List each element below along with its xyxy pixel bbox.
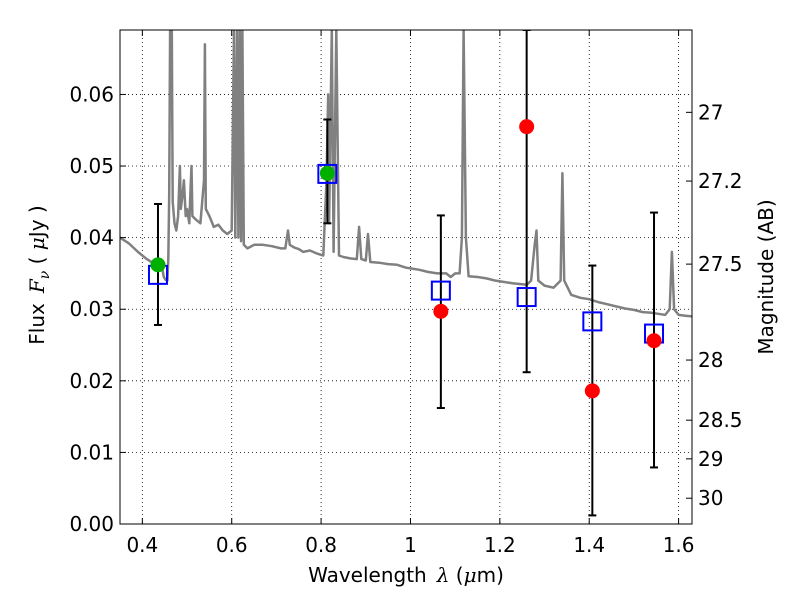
y-axis-ticks: 0.00 0.01 0.02 0.03 0.04 0.05 0.06 — [69, 82, 126, 536]
x-axis-label-unit-open: ( — [449, 563, 463, 587]
y-tick-label: 0.02 — [69, 369, 114, 393]
measured-flux-point — [584, 383, 600, 399]
model-flux-square — [516, 287, 537, 308]
x-axis-label-symbol: λ — [436, 563, 450, 587]
plot-frame — [119, 29, 693, 525]
y2-axis-label: Magnitude (AB) — [754, 199, 778, 354]
y-axis-label-unit-rest: Jy ) — [25, 205, 49, 239]
y-axis-label: Flux Fν ( μJy ) — [25, 205, 53, 344]
x-axis-label-unit-mu: μ — [464, 563, 477, 587]
y-axis-label-prefix: Flux — [25, 303, 49, 345]
y2-tick-label: 29 — [698, 447, 723, 471]
measured-flux-point — [433, 303, 449, 319]
x-axis-label-unit-rest: m) — [477, 563, 504, 587]
y2-tick-label: 27.2 — [698, 169, 743, 193]
y2-tick-label: 28.5 — [698, 408, 743, 432]
x-tick-label: 1.4 — [573, 533, 605, 557]
y2-tick-label: 27 — [698, 100, 723, 124]
measured-flux-point — [150, 257, 166, 273]
y2-tick-label: 27.5 — [698, 252, 743, 276]
x-tick-label: 0.6 — [216, 533, 248, 557]
y2-tick-label: 30 — [698, 486, 723, 510]
y2-axis-ticks: 27 27.2 27.5 28 28.5 29 30 — [686, 100, 743, 510]
markers-layer — [147, 119, 665, 399]
y-axis-label-symbol: F — [25, 278, 49, 294]
y-tick-label: 0.05 — [69, 154, 114, 178]
y-tick-label: 0.04 — [69, 226, 114, 250]
y-axis-label-subscript: ν — [37, 270, 53, 279]
x-axis-label-prefix: Wavelength — [308, 563, 427, 587]
x-tick-label: 0.4 — [126, 533, 158, 557]
y2-tick-label: 28 — [698, 348, 723, 372]
model-spectrum-line — [120, 30, 692, 318]
error-bars-layer — [153, 30, 659, 517]
x-tick-label: 0.8 — [305, 533, 337, 557]
x-tick-label: 1.2 — [484, 533, 516, 557]
measured-flux-point — [319, 165, 335, 181]
model-flux-square — [430, 280, 451, 301]
y-axis-label-unit-open: ( — [25, 250, 49, 271]
y-tick-label: 0.06 — [69, 82, 114, 106]
x-axis-ticks: 0.4 0.6 0.8 1 1.2 1.4 1.6 — [126, 30, 695, 557]
model-flux-square — [317, 163, 338, 184]
y-tick-label: 0.03 — [69, 297, 114, 321]
y-axis-label-unit-mu: μ — [25, 237, 49, 250]
x-tick-label: 1.6 — [663, 533, 695, 557]
measured-flux-point — [519, 119, 535, 135]
y-tick-label: 0.00 — [69, 512, 114, 536]
measured-flux-point — [646, 333, 662, 349]
model-flux-square — [582, 311, 603, 332]
model-spectrum-layer — [120, 30, 692, 318]
y-tick-label: 0.01 — [69, 440, 114, 464]
x-tick-label: 1 — [404, 533, 417, 557]
x-axis-label: Wavelength λ (μm) — [308, 563, 504, 587]
